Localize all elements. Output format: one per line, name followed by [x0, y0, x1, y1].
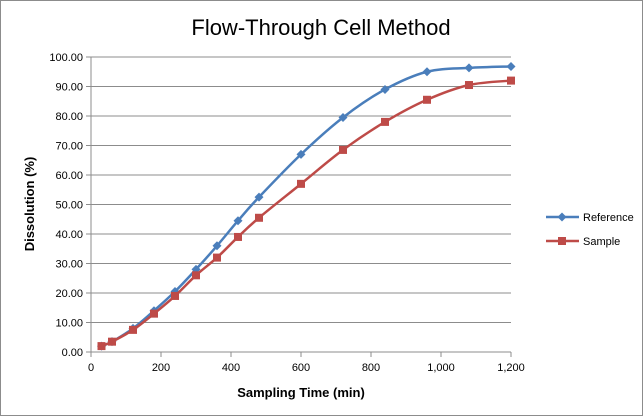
x-tick-label: 200 — [152, 362, 170, 374]
legend-marker-sample — [558, 237, 566, 245]
data-point-sample — [381, 117, 389, 126]
y-tick-label: 0.00 — [62, 347, 83, 359]
y-tick-label: 80.00 — [55, 111, 83, 123]
x-tick-label: 800 — [362, 362, 380, 374]
y-tick-label: 20.00 — [55, 288, 83, 300]
data-point-sample — [297, 179, 305, 188]
data-point-sample — [465, 81, 473, 90]
data-point-sample — [150, 309, 158, 318]
data-point-sample — [129, 325, 137, 334]
data-point-reference — [338, 112, 348, 122]
y-tick-label: 60.00 — [55, 170, 83, 182]
y-tick-label: 100.00 — [49, 52, 83, 64]
gridlines — [91, 56, 511, 323]
axes: 0.00 10.00 20.00 30.00 40.00 50.00 60.00 70.00 8… — [49, 52, 524, 374]
data-point-sample — [255, 213, 263, 222]
legend: Reference Sample — [546, 212, 634, 248]
chart-title: Flow-Through Cell Method — [191, 15, 450, 40]
data-point-sample — [192, 271, 200, 280]
data-point-reference — [380, 84, 390, 94]
data-point-reference — [233, 216, 243, 226]
series-sample — [97, 76, 515, 351]
data-point-reference — [212, 241, 222, 251]
x-tick-label: 0 — [88, 362, 94, 374]
data-point-sample — [97, 342, 106, 351]
series-reference — [97, 61, 516, 351]
series-line-reference — [101, 65, 512, 348]
legend-marker-reference — [557, 212, 567, 222]
data-point-reference — [422, 67, 432, 77]
data-point-reference — [506, 61, 516, 71]
y-tick-label: 70.00 — [55, 141, 83, 153]
data-point-sample — [423, 95, 431, 104]
y-tick-label: 50.00 — [55, 200, 83, 212]
data-point-reference — [296, 149, 306, 159]
data-point-sample — [171, 291, 179, 300]
y-axis-title: Dissolution (%) — [22, 157, 37, 252]
data-point-sample — [339, 145, 347, 154]
y-tick-label: 30.00 — [55, 259, 83, 271]
y-tick-label: 40.00 — [55, 229, 83, 241]
legend-label-reference: Reference — [583, 212, 634, 224]
x-tick-label: 600 — [292, 362, 310, 374]
y-tick-label: 10.00 — [55, 318, 83, 330]
data-point-sample — [507, 76, 515, 85]
x-tick-label: 1,000 — [427, 362, 455, 374]
x-tick-label: 400 — [222, 362, 240, 374]
data-point-sample — [234, 232, 242, 241]
legend-label-sample: Sample — [583, 236, 620, 248]
y-tick-label: 90.00 — [55, 82, 83, 94]
series-group — [97, 61, 516, 351]
data-point-reference — [464, 63, 474, 73]
x-tick-label: 1,200 — [497, 362, 525, 374]
series-line-sample — [101, 79, 512, 348]
data-point-reference — [254, 192, 264, 202]
data-point-sample — [213, 253, 221, 262]
x-axis-title: Sampling Time (min) — [237, 385, 365, 400]
data-point-sample — [108, 337, 116, 346]
